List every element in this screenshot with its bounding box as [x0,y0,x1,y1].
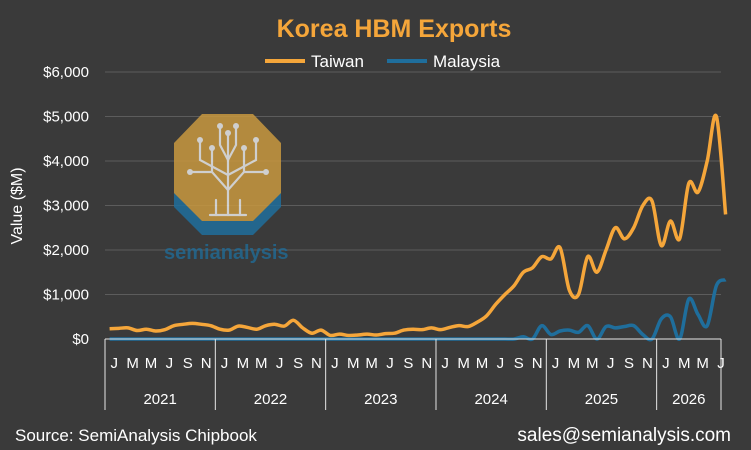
y-axis-label: Value ($M) [9,167,26,244]
x-tick-label: J [662,355,670,372]
y-tick-label: $6,000 [43,64,89,81]
x-axis: JMMJSNJMMJSNJMMJSNJMMJSNJMMJSNJMMJ202120… [104,338,725,410]
legend-label-taiwan: Taiwan [311,52,364,71]
x-tick-label: J [497,355,505,372]
x-tick-label: J [607,355,615,372]
x-tick-label: J [276,355,284,372]
x-tick-label: M [237,355,250,372]
x-tick-label: M [347,355,360,372]
series-line-taiwan [109,113,728,338]
y-tick-label: $3,000 [43,198,89,215]
y-tick-label: $4,000 [43,153,89,170]
legend: Taiwan Malaysia [265,52,501,71]
source-note: Source: SemiAnalysis Chipbook [15,426,257,445]
x-tick-label: M [678,355,691,372]
x-tick-label: J [552,355,560,372]
x-tick-label: S [403,355,413,372]
x-tick-label: J [331,355,339,372]
x-tick-label: J [166,355,174,372]
x-tick-label: M [457,355,470,372]
x-tick-label: N [421,355,432,372]
x-tick-label: M [365,355,378,372]
x-tick-label: N [201,355,212,372]
year-label: 2022 [254,391,287,408]
y-tick-label: $5,000 [43,109,89,126]
x-tick-label: N [532,355,543,372]
year-label: 2025 [585,391,618,408]
x-tick-label: J [110,355,118,372]
x-tick-label: J [441,355,449,372]
x-tick-label: M [255,355,268,372]
year-label: 2023 [364,391,397,408]
contact-email: sales@semianalysis.com [517,425,731,446]
year-label: 2021 [143,391,176,408]
y-tick-labels: $0 $1,000 $2,000 $3,000 $4,000 $5,000 $6,000 [43,64,89,348]
x-tick-label: M [568,355,581,372]
semianalysis-watermark: semianalysis [164,242,289,264]
semianalysis-tree-logo [174,114,281,235]
x-tick-label: N [311,355,322,372]
y-tick-label: $1,000 [43,287,89,304]
legend-label-malaysia: Malaysia [433,52,501,71]
x-tick-label: S [624,355,634,372]
x-tick-label: J [386,355,394,372]
x-tick-label: S [514,355,524,372]
x-tick-label: M [586,355,599,372]
x-tick-label: J [221,355,229,372]
x-tick-label: N [642,355,653,372]
x-tick-label: M [476,355,489,372]
x-tick-label: S [183,355,193,372]
x-tick-label: M [126,355,139,372]
year-label: 2024 [474,391,507,408]
y-tick-label: $2,000 [43,242,89,259]
x-tick-label: S [293,355,303,372]
x-tick-label: M [145,355,158,372]
year-label: 2026 [672,391,705,408]
x-tick-label: M [696,355,709,372]
y-tick-label: $0 [72,331,89,348]
chart-title: Korea HBM Exports [277,15,512,43]
